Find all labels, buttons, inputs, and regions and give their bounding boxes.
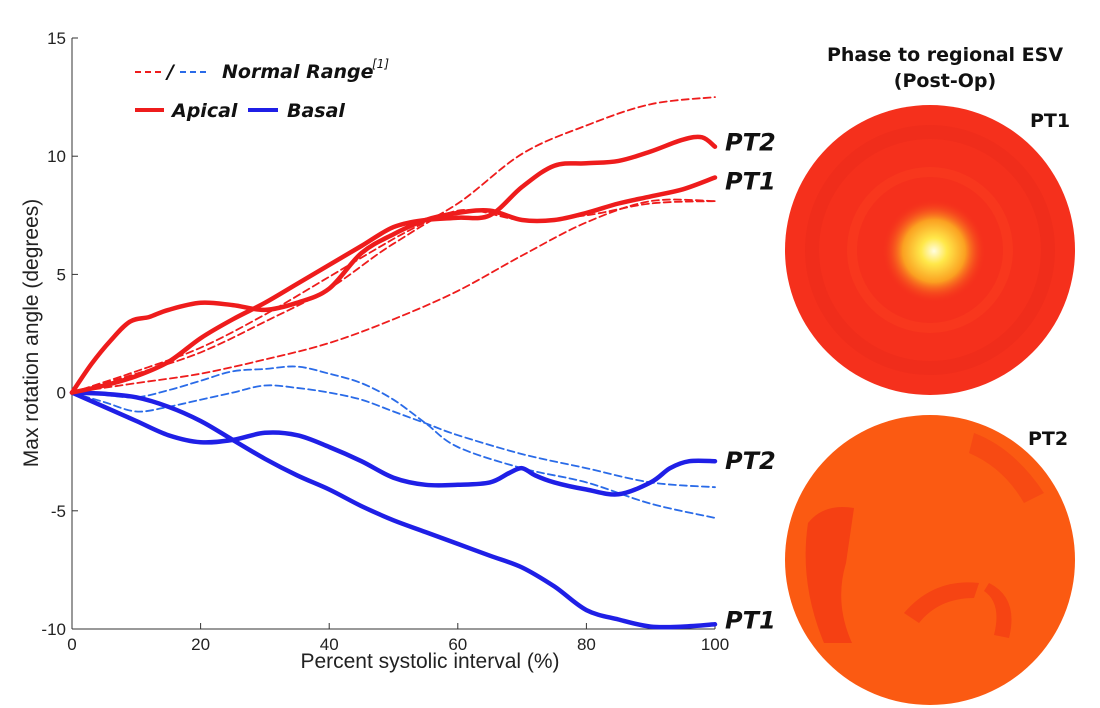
legend-normal-range-label: Normal Range xyxy=(222,61,374,83)
y-tick-label: 10 xyxy=(47,147,66,166)
y-tick-label: 15 xyxy=(47,29,66,48)
legend-apical-label: Apical xyxy=(170,100,238,122)
x-tick-label: 100 xyxy=(701,635,729,654)
y-tick-label: 5 xyxy=(57,265,66,284)
y-axis-label: Max rotation angle (degrees) xyxy=(20,199,43,467)
y-tick-label: 0 xyxy=(57,384,66,403)
polar-title-line2: (Post-Op) xyxy=(893,70,997,92)
normal-range-apical-line xyxy=(71,198,716,394)
y-tick-label: -5 xyxy=(51,502,66,521)
normal-range-basal-line xyxy=(71,384,716,489)
x-axis-label: Percent systolic interval (%) xyxy=(300,650,559,673)
normal-range-apical-line xyxy=(71,96,716,394)
polar-label-pt2: PT2 xyxy=(1028,428,1069,450)
end-labels: PT2 PT1 PT2 PT1 xyxy=(725,129,776,635)
series-layer xyxy=(69,96,718,630)
apical-pt1-line xyxy=(69,175,718,395)
basal-pt2-line xyxy=(69,390,718,497)
basal-pt2-label: PT2 xyxy=(725,447,776,475)
x-tick-label: 0 xyxy=(67,635,76,654)
polar-map-pt1 xyxy=(785,105,1075,395)
apical-pt2-line xyxy=(69,134,718,395)
x-tick-label: 20 xyxy=(191,635,210,654)
basal-pt1-label: PT1 xyxy=(725,606,776,634)
normal-range-apical-line xyxy=(71,200,716,394)
legend-basal-label: Basal xyxy=(287,100,345,122)
x-tick-label: 80 xyxy=(577,635,596,654)
polar-title: Phase to regional ESV (Post-Op) xyxy=(780,42,1100,94)
x-tick-label: 40 xyxy=(320,635,339,654)
apical-pt1-label: PT1 xyxy=(725,167,776,195)
polar-map-pt2 xyxy=(785,415,1075,705)
polar-hotspot-pt1 xyxy=(882,199,986,303)
normal-range-basal-line xyxy=(71,365,716,519)
apical-pt2-label: PT2 xyxy=(725,129,776,157)
polar-label-pt1: PT1 xyxy=(1030,110,1071,132)
legend: / Normal Range[1] Apical Basal xyxy=(135,57,389,122)
legend-separator: / xyxy=(165,61,176,83)
y-tick-label: -10 xyxy=(41,620,66,639)
legend-normal-range-ref: [1] xyxy=(372,57,389,71)
x-tick-label: 60 xyxy=(448,635,467,654)
basal-pt1-line xyxy=(69,390,718,630)
polar-title-line1: Phase to regional ESV xyxy=(826,44,1064,66)
